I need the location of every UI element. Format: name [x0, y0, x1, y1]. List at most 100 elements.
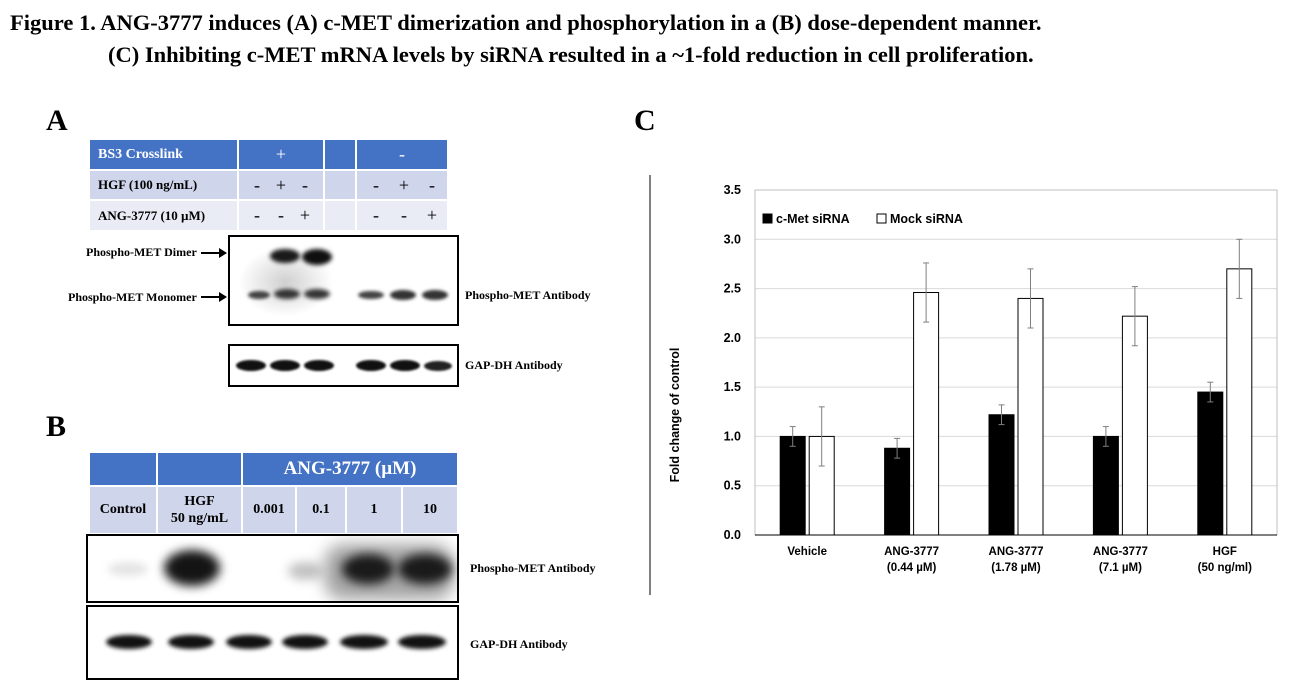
x-tick-label: (0.44 µM)	[887, 562, 937, 574]
ang-label: ANG-3777 (10 µM)	[90, 201, 237, 230]
row-2-spacer	[325, 171, 355, 199]
col-hgf-line-2: 50 ng/mL	[170, 511, 229, 526]
bar-c-met-sirna	[779, 435, 806, 536]
monomer-band	[422, 290, 448, 300]
ang-value: +	[299, 205, 311, 225]
hgf-value: -	[429, 174, 435, 195]
ang-value: -	[278, 205, 284, 225]
x-tick-label: Vehicle	[787, 546, 827, 558]
bs3-crosslink-label: BS3 Crosslink	[90, 140, 237, 169]
y-tick-label: 0.0	[724, 528, 741, 542]
legend-label: c-Met siRNA	[776, 212, 850, 226]
dimer-arrow	[201, 252, 221, 254]
monomer-label: Phospho-MET Monomer	[68, 290, 197, 304]
phospho-band	[108, 562, 148, 576]
x-tick-label: (1.78 µM)	[991, 562, 1041, 574]
gapdh-band	[282, 635, 328, 649]
col-dose: 0.001	[243, 487, 295, 533]
y-tick-label: 3.5	[724, 183, 741, 197]
y-tick-label: 2.5	[724, 282, 741, 296]
gapdh-band	[106, 635, 152, 649]
col-hgf: HGF 50 ng/mL	[158, 487, 241, 533]
b-hdr-blank-2	[158, 453, 241, 485]
y-tick-label: 3.0	[724, 232, 741, 246]
gapdh-band	[340, 635, 388, 649]
monomer-band	[358, 291, 384, 299]
monomer-band	[248, 291, 270, 299]
legend-label: Mock siRNA	[890, 212, 963, 226]
bar-mock-sirna	[1226, 268, 1253, 536]
x-tick-label: ANG-3777	[989, 546, 1044, 558]
panel-a-letter: A	[46, 104, 68, 137]
gapdh-band	[424, 361, 452, 371]
bs3-minus: -	[357, 140, 447, 169]
panel-a-phospho-antibody-label: Phospho-MET Antibody	[465, 288, 591, 302]
ang-value: -	[401, 205, 407, 225]
monomer-arrow	[201, 296, 221, 298]
panel-b-letter: B	[46, 410, 67, 443]
chart-y-axis: 0.0 0.5 1.0 1.5 2.0 2.5 3.0 3.5	[724, 183, 741, 542]
gapdh-band	[390, 360, 420, 371]
col-dose: 10	[403, 487, 457, 533]
hgf-label: HGF (100 ng/mL)	[90, 171, 237, 199]
row-2-right-bg	[357, 171, 447, 199]
legend-swatch	[876, 213, 887, 224]
panel-b-phospho-blot	[86, 534, 459, 603]
row-3-left-bg	[239, 201, 323, 230]
phospho-band	[288, 562, 322, 580]
dimer-band	[270, 249, 300, 263]
x-tick-label: HGF	[1213, 546, 1237, 558]
col-hgf-line-1: HGF	[184, 494, 215, 509]
hgf-value: -	[254, 174, 260, 195]
y-tick-label: 2.0	[724, 331, 741, 345]
x-tick-label: ANG-3777	[1093, 546, 1148, 558]
x-tick-label: (7.1 µM)	[1099, 562, 1142, 574]
panel-b-condition-table: ANG-3777 (µM) Control HGF 50 ng/mL 0.001…	[90, 453, 457, 533]
figure-caption-line-2: (C) Inhibiting c-MET mRNA levels by siRN…	[108, 42, 1034, 67]
hgf-value: -	[302, 174, 308, 195]
ang-value: -	[254, 205, 260, 225]
row-3-right-bg	[357, 201, 447, 230]
dimer-label: Phospho-MET Dimer	[86, 245, 197, 259]
gapdh-band	[168, 635, 214, 649]
bar-c-met-sirna	[988, 414, 1015, 536]
ang-value: +	[426, 205, 438, 225]
chart-legend: c-Met siRNA Mock siRNA	[762, 212, 963, 226]
monomer-band	[274, 289, 300, 299]
gapdh-band	[398, 635, 446, 649]
hgf-value: -	[373, 174, 379, 195]
gapdh-band	[226, 635, 272, 649]
bar-c-met-sirna	[1197, 391, 1224, 536]
panel-a-condition-table: BS3 Crosslink + - HGF (100 ng/mL) - + - …	[90, 140, 447, 230]
ang-value: -	[373, 205, 379, 225]
phospho-band	[398, 554, 452, 584]
chart-bars	[779, 238, 1253, 536]
x-tick-label: ANG-3777	[884, 546, 939, 558]
gapdh-band	[356, 360, 386, 371]
panel-b-gapdh-antibody-label: GAP-DH Antibody	[470, 637, 568, 651]
y-tick-label: 1.0	[724, 429, 741, 443]
monomer-band	[304, 289, 330, 299]
bs3-plus: +	[239, 140, 323, 169]
phospho-band	[342, 554, 394, 584]
panel-b-dose-header: ANG-3777 (µM)	[243, 453, 457, 485]
phospho-band	[164, 550, 220, 586]
panel-c-bar-chart: 0.0 0.5 1.0 1.5 2.0 2.5 3.0 3.5 Vehicle ANG-3777…	[649, 175, 1278, 595]
row-2-left-bg	[239, 171, 323, 199]
panel-c-letter: C	[634, 104, 656, 137]
dimer-arrowhead	[219, 248, 227, 258]
dimer-band	[302, 249, 332, 265]
chart-x-axis: Vehicle ANG-3777 (0.44 µM) ANG-3777 (1.78 µM…	[755, 534, 1277, 574]
monomer-arrowhead	[219, 292, 227, 302]
panel-b-gapdh-blot	[86, 605, 459, 680]
figure-caption-line-1: Figure 1. ANG-3777 induces (A) c-MET dim…	[10, 10, 1042, 35]
bar-mock-sirna	[913, 292, 940, 536]
bar-c-met-sirna	[884, 447, 911, 536]
gapdh-band	[236, 360, 266, 371]
chart-gridlines	[754, 189, 1278, 536]
bar-mock-sirna	[1121, 315, 1148, 536]
hgf-value: +	[398, 174, 410, 195]
b-hdr-blank-1	[90, 453, 156, 485]
hgf-value: +	[275, 174, 287, 195]
y-axis-label: Fold change of control	[668, 348, 682, 483]
